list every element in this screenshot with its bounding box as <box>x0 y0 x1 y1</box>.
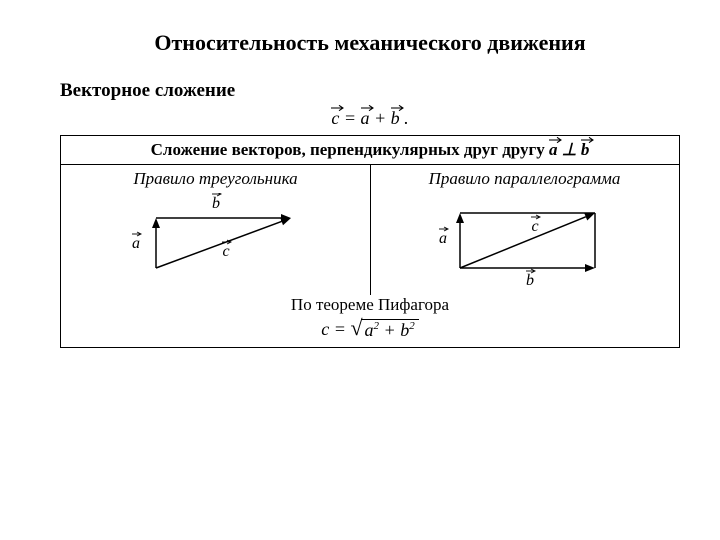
parallelogram-rule-label: Правило параллелограмма <box>370 169 679 189</box>
col-parallelogram: Правило параллелограмма a b c <box>370 165 679 293</box>
parallelogram-diagram: a b c <box>405 193 645 293</box>
eq-sign: = <box>329 319 350 339</box>
two-columns: Правило треугольника a b c Правило паралле… <box>61 165 679 293</box>
var-a2: a <box>365 320 374 340</box>
plus-sign: + <box>370 108 391 128</box>
vector-table: Сложение векторов, перпендикулярных друг… <box>60 135 680 348</box>
sqrt-body: a2 + b2 <box>361 319 419 341</box>
vec-b-header: b <box>581 140 590 160</box>
eq-sign: = <box>339 108 360 128</box>
svg-text:a: a <box>132 235 140 252</box>
page-title: Относительность механического движения <box>60 30 680 56</box>
triangle-rule-label: Правило треугольника <box>61 169 370 189</box>
vec-a: a <box>361 108 370 129</box>
svg-text:c: c <box>531 218 538 235</box>
vec-c: c <box>331 108 339 129</box>
triangle-diagram: a b c <box>86 193 346 288</box>
svg-text:c: c <box>222 243 229 260</box>
svg-text:b: b <box>212 195 220 212</box>
var-c: c <box>331 108 339 128</box>
sqrt: √a2 + b2 <box>350 319 418 341</box>
period: . <box>400 108 409 128</box>
formula-pythagoras: c = √a2 + b2 <box>61 319 679 347</box>
subtitle: Векторное сложение <box>60 80 680 102</box>
vec-a-header: a <box>549 140 558 160</box>
var-a: a <box>549 140 558 159</box>
formula-vector-sum: c = a + b . <box>60 108 680 129</box>
var-a: a <box>361 108 370 128</box>
exp-2: 2 <box>409 320 415 332</box>
table-header: Сложение векторов, перпендикулярных друг… <box>61 136 679 165</box>
svg-text:a: a <box>439 230 447 247</box>
svg-text:b: b <box>526 272 534 289</box>
page: Относительность механического движения В… <box>0 0 720 368</box>
var-b2: b <box>400 320 409 340</box>
column-divider <box>370 165 371 295</box>
var-b: b <box>581 140 590 159</box>
perp-sign: ⊥ <box>558 140 581 159</box>
pythagoras-text: По теореме Пифагора <box>61 295 679 319</box>
plus-sign: + <box>379 320 400 340</box>
header-text: Сложение векторов, перпендикулярных друг… <box>151 140 549 159</box>
col-triangle: Правило треугольника a b c <box>61 165 370 293</box>
vec-b: b <box>391 108 400 129</box>
var-b: b <box>391 108 400 128</box>
